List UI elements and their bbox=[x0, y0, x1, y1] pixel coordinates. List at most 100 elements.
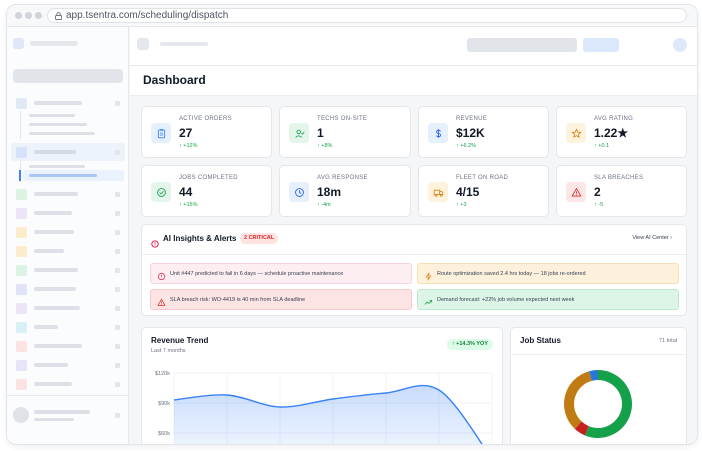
url-text: app.tsentra.com/scheduling/dispatch bbox=[66, 10, 229, 21]
sidebar-item-placeholder[interactable] bbox=[34, 268, 78, 272]
sidebar-item-icon bbox=[16, 246, 27, 257]
stat-value: 27 bbox=[179, 126, 193, 140]
sidebar-subitem-placeholder[interactable] bbox=[29, 123, 87, 126]
donut-segment[interactable] bbox=[574, 421, 589, 436]
user-name-placeholder bbox=[34, 410, 90, 414]
stat-delta: ↑ +0.1 bbox=[594, 143, 610, 149]
sidebar-item-placeholder[interactable] bbox=[34, 306, 80, 310]
alert-item[interactable]: SLA breach risk: WO-4419 is 40 min from … bbox=[150, 289, 412, 310]
sidebar-item-indicator bbox=[115, 211, 120, 216]
page-title: Dashboard bbox=[143, 73, 206, 87]
sidebar-item-indicator bbox=[115, 287, 120, 292]
sidebar-item-placeholder[interactable] bbox=[34, 192, 78, 196]
star-icon bbox=[566, 123, 586, 143]
stat-value: 44 bbox=[179, 185, 193, 199]
sidebar-item-icon bbox=[16, 303, 27, 314]
sidebar-subitem-placeholder[interactable] bbox=[29, 132, 95, 135]
stat-card-sla-breaches[interactable]: SLA BREACHES 2 ↑ -5 bbox=[556, 165, 687, 217]
stat-delta: ↑ +12% bbox=[179, 143, 198, 149]
stat-card-revenue[interactable]: REVENUE $12K ↑ +6.2% bbox=[418, 106, 549, 158]
main-content: Dashboard ACTIVE ORDERS 27 ↑ +12% TECHS ON-… bbox=[130, 27, 697, 444]
clock-icon bbox=[289, 182, 309, 202]
stat-value: 4/15 bbox=[456, 185, 480, 199]
stat-label: REVENUE bbox=[456, 116, 488, 122]
sidebar-item-indicator bbox=[115, 382, 120, 387]
revenue-trend-card: Revenue Trend Last 7 months ↑ +14.3% YOY… bbox=[141, 327, 503, 444]
job-status-divider bbox=[511, 354, 686, 355]
yoy-badge: ↑ +14.3% YOY bbox=[446, 339, 493, 350]
logo-placeholder bbox=[30, 41, 78, 46]
sidebar-item-icon bbox=[16, 265, 27, 276]
revenue-line bbox=[173, 384, 483, 444]
donut-segment[interactable] bbox=[589, 370, 599, 381]
sidebar-item-indicator bbox=[115, 306, 120, 311]
job-status-donut bbox=[564, 370, 632, 438]
donut-segment[interactable] bbox=[584, 370, 632, 438]
user-check-icon bbox=[289, 123, 309, 143]
sidebar-item-icon bbox=[16, 189, 27, 200]
alert-text: Route optimization saved 2.4 hrs today —… bbox=[437, 271, 586, 277]
critical-badge: 2 CRITICAL bbox=[240, 233, 279, 244]
menu-toggle-icon[interactable] bbox=[137, 38, 149, 50]
stat-card-avg-rating[interactable]: AVG RATING 1.22★ ↑ +0.1 bbox=[556, 106, 687, 158]
revenue-area bbox=[174, 385, 482, 444]
sidebar-item-placeholder[interactable] bbox=[34, 287, 76, 291]
check-circle-icon bbox=[151, 182, 171, 202]
alert-item[interactable]: Route optimization saved 2.4 hrs today —… bbox=[417, 263, 679, 284]
sidebar-item-placeholder[interactable] bbox=[34, 249, 64, 253]
topbar-search-placeholder[interactable] bbox=[467, 38, 577, 52]
sidebar-subitem-placeholder[interactable] bbox=[29, 165, 85, 168]
view-ai-center-link[interactable]: View AI Center › bbox=[632, 235, 672, 241]
sidebar-item-icon bbox=[16, 360, 27, 371]
sidebar-active-marker bbox=[19, 170, 21, 181]
clipboard-icon bbox=[151, 123, 171, 143]
stat-card-techs-on-site[interactable]: TECHS ON-SITE 1 ↑ +8% bbox=[279, 106, 411, 158]
stat-value: 1 bbox=[317, 126, 324, 140]
stat-label: ACTIVE ORDERS bbox=[179, 116, 232, 122]
topbar bbox=[130, 27, 697, 66]
alert-text: Demand forecast: +22% job volume expecte… bbox=[437, 297, 575, 303]
window-close-dot[interactable] bbox=[15, 12, 22, 19]
stat-card-avg-response[interactable]: AVG RESPONSE 18m ↑ -4m bbox=[279, 165, 411, 217]
avatar[interactable] bbox=[13, 407, 29, 423]
sidebar-item-placeholder[interactable] bbox=[34, 230, 74, 234]
alert-circle-icon bbox=[151, 235, 159, 248]
sidebar-item-placeholder[interactable] bbox=[34, 363, 68, 367]
sidebar-item-indicator bbox=[115, 268, 120, 273]
revenue-trend-subtitle: Last 7 months bbox=[151, 348, 186, 354]
sidebar-item-placeholder[interactable] bbox=[34, 325, 58, 329]
sidebar-item-placeholder[interactable] bbox=[34, 382, 72, 386]
app-shell: Dashboard ACTIVE ORDERS 27 ↑ +12% TECHS ON-… bbox=[7, 27, 697, 444]
stat-card-fleet-on-road[interactable]: FLEET ON ROAD 4/15 ↑ +3 bbox=[418, 165, 549, 217]
window-minimize-dot[interactable] bbox=[25, 12, 32, 19]
window-maximize-dot[interactable] bbox=[35, 12, 42, 19]
stat-label: TECHS ON-SITE bbox=[317, 116, 368, 122]
topbar-action-button[interactable] bbox=[583, 38, 619, 52]
sidebar-item-placeholder[interactable] bbox=[34, 101, 82, 105]
stat-delta: ↑ +3 bbox=[456, 202, 467, 208]
stat-value: 2 bbox=[594, 185, 601, 199]
user-avatar[interactable] bbox=[673, 38, 687, 52]
ai-insights-title: AI Insights & Alerts bbox=[163, 234, 237, 243]
donut-segment[interactable] bbox=[564, 371, 593, 429]
stat-card-jobs-completed[interactable]: JOBS COMPLETED 44 ↑ +15% bbox=[141, 165, 272, 217]
sidebar-item-icon bbox=[16, 98, 27, 109]
sidebar-search-placeholder[interactable] bbox=[13, 69, 123, 83]
lock-icon bbox=[55, 12, 62, 20]
sidebar-subitem-placeholder bbox=[29, 174, 97, 177]
sidebar-subitem-placeholder[interactable] bbox=[29, 114, 75, 117]
stat-card-active-orders[interactable]: ACTIVE ORDERS 27 ↑ +12% bbox=[141, 106, 272, 158]
user-menu-indicator[interactable] bbox=[115, 413, 120, 418]
sidebar-item-placeholder[interactable] bbox=[34, 344, 82, 348]
sidebar-item-icon bbox=[16, 341, 27, 352]
y-tick-label: $60k bbox=[158, 431, 170, 437]
stat-label: FLEET ON ROAD bbox=[456, 175, 509, 181]
sidebar-item-icon bbox=[16, 208, 27, 219]
alert-item[interactable]: Demand forecast: +22% job volume expecte… bbox=[417, 289, 679, 310]
alert-text: Unit #447 predicted to fail in 6 days — … bbox=[170, 271, 344, 277]
address-bar[interactable]: app.tsentra.com/scheduling/dispatch bbox=[47, 8, 687, 23]
alert-item[interactable]: Unit #447 predicted to fail in 6 days — … bbox=[150, 263, 412, 284]
sidebar-item-placeholder[interactable] bbox=[34, 211, 72, 215]
job-status-title: Job Status bbox=[520, 336, 561, 345]
stat-label: AVG RESPONSE bbox=[317, 175, 368, 181]
